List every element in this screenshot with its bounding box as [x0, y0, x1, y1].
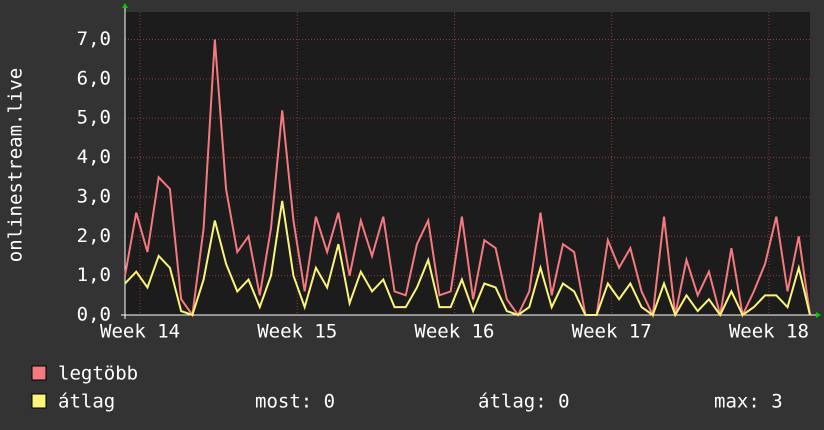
x-tick-label: Week 18 — [729, 321, 809, 343]
y-tick-label: 2,0 — [77, 225, 111, 247]
legend-swatch — [31, 393, 47, 409]
legend-stat: most: 0 — [255, 391, 335, 413]
legend-stat: átlag: 0 — [478, 391, 570, 413]
y-tick-label: 7,0 — [77, 28, 111, 50]
legend-swatch — [31, 365, 47, 381]
legend-stat: max: 3 — [714, 391, 783, 413]
legend-label: legtöbb — [58, 363, 138, 385]
y-axis-label: onlinestream.live — [5, 68, 27, 262]
series-line — [124, 39, 811, 319]
axis-arrow — [816, 312, 821, 318]
legend-label: átlag — [58, 391, 115, 413]
y-tick-label: 5,0 — [77, 107, 111, 129]
y-tick-label: 4,0 — [77, 146, 111, 168]
axis-arrow — [122, 3, 128, 8]
x-tick-label: Week 16 — [414, 321, 494, 343]
y-tick-label: 1,0 — [77, 264, 111, 286]
y-tick-label: 6,0 — [77, 67, 111, 89]
x-tick-label: Week 17 — [572, 321, 652, 343]
y-tick-label: 0,0 — [77, 304, 111, 326]
y-tick-label: 3,0 — [77, 185, 111, 207]
x-tick-label: Week 15 — [257, 321, 337, 343]
x-tick-label: Week 14 — [100, 321, 180, 343]
series-line — [124, 200, 811, 318]
